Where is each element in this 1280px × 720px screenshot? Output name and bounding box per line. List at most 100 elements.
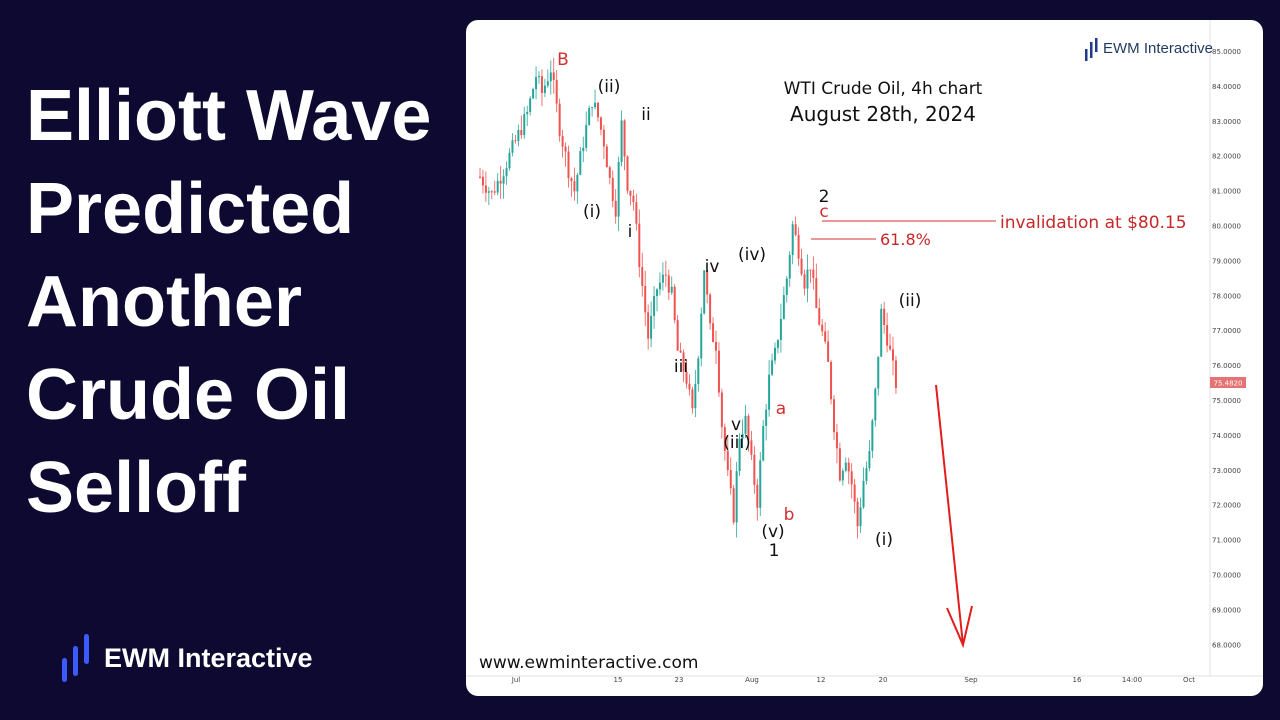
candle [838, 442, 841, 482]
candle [650, 301, 653, 348]
headline-line-2: Predicted [26, 169, 355, 249]
candle [608, 165, 611, 185]
brand: EWM Interactive [60, 632, 313, 684]
x-tick-label: 12 [817, 676, 826, 684]
wave-label-minor-iv: (iv) [738, 245, 766, 265]
candle [576, 172, 579, 204]
candle [658, 272, 661, 296]
candle [797, 227, 800, 266]
x-tick-label: 20 [879, 676, 888, 684]
candle [894, 355, 897, 395]
candle [771, 353, 774, 376]
candle [487, 186, 490, 205]
candle [806, 254, 809, 303]
wave-label-c: c [819, 202, 828, 222]
candle [599, 116, 602, 136]
wave-label-minute-iii: iii [674, 357, 688, 377]
candle [741, 419, 744, 449]
candle [803, 269, 806, 296]
candle [511, 133, 514, 157]
candle [844, 457, 847, 473]
candle [809, 269, 812, 283]
candle [756, 478, 759, 521]
candle [847, 457, 850, 485]
candle [664, 260, 667, 287]
candle [812, 256, 815, 290]
candle [785, 276, 788, 303]
candle [570, 176, 573, 197]
candle [499, 166, 502, 199]
candle [788, 251, 791, 287]
candle [561, 129, 564, 158]
headline-line-3: Another [26, 262, 302, 342]
last-price-label: 75.4820 [1214, 380, 1243, 388]
candle [892, 336, 894, 376]
chart-logo-text: EWM Interactive [1103, 40, 1213, 57]
x-tick-label: 23 [675, 676, 684, 684]
candle [856, 497, 859, 539]
candle [732, 484, 735, 525]
x-tick-label: 16 [1073, 676, 1082, 684]
candle [723, 423, 726, 461]
candle [479, 167, 481, 179]
wave-label-1: 1 [769, 541, 780, 561]
headline-line-1: Elliott Wave [26, 76, 432, 156]
candle [712, 317, 715, 343]
candle [638, 209, 641, 278]
candle [762, 419, 765, 462]
x-tick-label: Oct [1183, 676, 1195, 684]
candle [653, 286, 656, 329]
candle [579, 146, 582, 176]
candle [523, 106, 526, 139]
candle [641, 252, 644, 297]
candle [726, 435, 729, 477]
last-price-tag: 75.4820 [1210, 377, 1246, 388]
candle [588, 105, 591, 126]
candle [827, 330, 830, 363]
candle [859, 497, 862, 534]
candle [768, 360, 771, 417]
y-tick-label: 72.0000 [1212, 502, 1241, 510]
x-tick-label: 15 [614, 676, 623, 684]
candle [709, 292, 712, 330]
candle [573, 167, 576, 201]
candle [635, 193, 638, 231]
candle [605, 143, 608, 168]
candle [682, 349, 685, 383]
candle [582, 136, 585, 163]
candle [552, 57, 555, 94]
candle [661, 262, 664, 291]
candle [558, 98, 561, 142]
candle [611, 170, 614, 208]
fib-label: 61.8% [880, 230, 931, 249]
candle [546, 69, 549, 88]
candle [880, 303, 883, 358]
candle [862, 467, 865, 509]
y-tick-label: 85.0000 [1212, 48, 1241, 56]
wave-label-minor-i: (i) [583, 202, 601, 222]
wave-label-minor-iii: (iii) [723, 433, 750, 453]
candle [765, 403, 768, 441]
candle [632, 189, 635, 211]
candle [502, 169, 505, 199]
candle [717, 342, 720, 397]
candle [821, 318, 824, 337]
candle [520, 115, 523, 139]
candle [549, 60, 552, 95]
candle [679, 342, 682, 353]
candle [824, 322, 827, 344]
candle [529, 96, 532, 116]
x-tick-label: 14:00 [1122, 676, 1142, 684]
candle [538, 71, 540, 84]
candle [617, 156, 620, 232]
candle [620, 110, 623, 167]
y-tick-label: 79.0000 [1212, 257, 1241, 265]
headline-line-4: Crude Oil [26, 355, 351, 435]
candle [667, 269, 670, 300]
x-tick-label: Jul [511, 676, 521, 684]
candle [526, 105, 529, 127]
wave-label-minute-ii: ii [641, 105, 650, 125]
wave-label-new-ii: (ii) [899, 291, 922, 311]
y-tick-label: 83.0000 [1212, 118, 1241, 126]
invalidation-label: invalidation at $80.15 [1000, 213, 1187, 233]
